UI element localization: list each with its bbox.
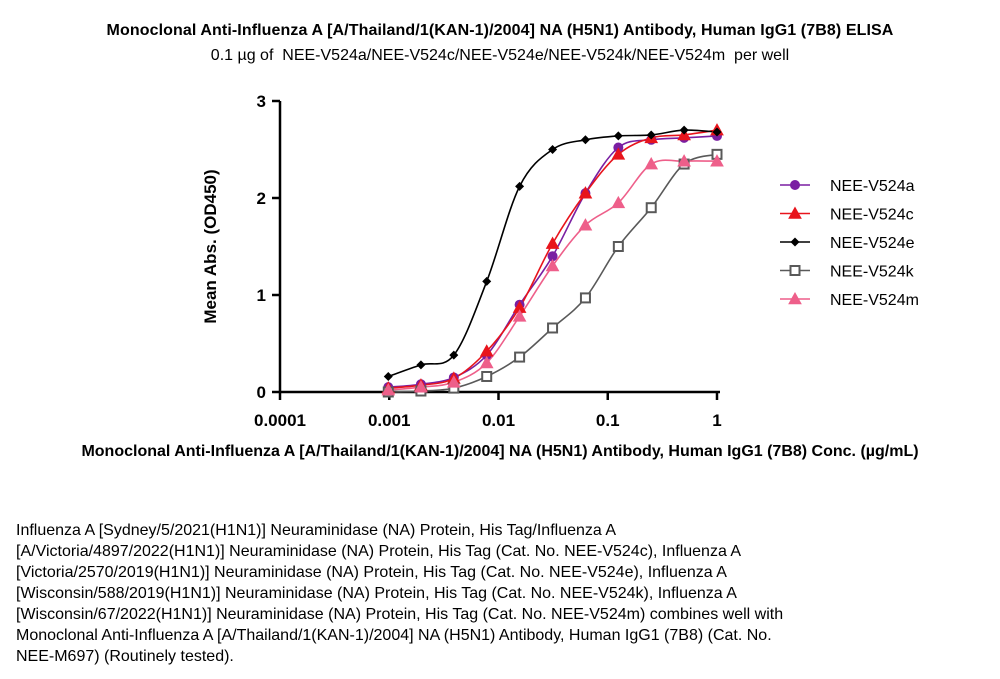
y-tick-label: 1: [257, 286, 266, 305]
description-line: [Victoria/2570/2019(H1N1)] Neuraminidase…: [16, 564, 727, 581]
legend-label: NEE-V524c: [830, 207, 914, 224]
description-line: Monoclonal Anti-Influenza A [A/Thailand/…: [16, 627, 772, 644]
data-point: [416, 360, 426, 370]
description-line: NEE-M697) (Routinely tested).: [16, 648, 234, 665]
data-point: [580, 135, 590, 145]
data-point: [710, 154, 724, 167]
y-tick-label: 0: [257, 383, 266, 402]
y-axis-label: Mean Abs. (OD450): [201, 169, 220, 323]
legend-marker: [790, 237, 800, 247]
legend-marker: [788, 291, 802, 305]
legend-marker: [790, 180, 800, 190]
chart-subtitle: 0.1 µg of NEE-V524a/NEE-V524c/NEE-V524e/…: [210, 47, 790, 64]
data-point: [547, 322, 559, 334]
legend-marker: [788, 206, 802, 219]
data-point: [679, 125, 689, 135]
data-point: [611, 195, 626, 209]
x-tick-label: 0.1: [596, 411, 620, 430]
data-point: [645, 202, 657, 214]
data-point: [548, 145, 558, 154]
series-line: [388, 159, 718, 391]
data-point: [644, 157, 659, 170]
x-tick-label: 0.01: [482, 411, 515, 430]
data-point: [414, 380, 428, 393]
legend-label: NEE-V524a: [830, 178, 915, 195]
chart-title: Monoclonal Anti-Influenza A [A/Thailand/…: [106, 22, 894, 39]
data-point: [613, 131, 623, 141]
data-point: [479, 355, 494, 369]
data-point: [446, 375, 461, 388]
x-axis-label: Monoclonal Anti-Influenza A [A/Thailand/…: [81, 443, 919, 460]
data-point: [481, 370, 493, 382]
data-point: [712, 127, 722, 137]
description-line: [A/Victoria/4897/2022(H1N1)] Neuraminida…: [16, 543, 742, 560]
data-point: [383, 371, 393, 381]
legend-marker: [789, 265, 801, 276]
data-point: [579, 292, 591, 304]
description-line: [Wisconsin/588/2019(H1N1)] Neuraminidase…: [16, 585, 737, 602]
data-point: [482, 276, 492, 286]
description: Influenza A [Sydney/5/2021(H1N1)] Neuram…: [16, 520, 956, 667]
legend-label: NEE-V524m: [830, 292, 919, 309]
legend-label: NEE-V524e: [830, 235, 915, 252]
data-point: [646, 130, 656, 140]
y-tick-label: 3: [257, 92, 266, 111]
data-point: [512, 309, 527, 322]
x-tick-label: 0.0001: [254, 411, 306, 430]
data-point: [677, 154, 691, 167]
data-point: [578, 218, 593, 231]
data-point: [515, 181, 525, 191]
x-tick-label: 0.001: [368, 411, 411, 430]
description-line: [Wisconsin/67/2022(H1N1)] Neuraminidase …: [16, 606, 784, 623]
legend-label: NEE-V524k: [830, 264, 915, 281]
x-tick-label: 1: [712, 411, 721, 430]
data-point: [381, 383, 396, 396]
data-point: [612, 241, 624, 252]
data-point: [611, 147, 626, 160]
series-line: [388, 129, 718, 378]
y-tick-label: 2: [257, 189, 266, 208]
data-point: [449, 350, 459, 360]
elisa-chart: 0 1 2 3 0.0001 0.001 0.01 0.1 1 Mean Abs. (OD450)…: [201, 92, 919, 430]
data-point: [578, 186, 593, 199]
data-point: [545, 236, 560, 249]
data-point: [545, 258, 560, 272]
data-point: [514, 351, 526, 363]
series-line: [388, 153, 718, 393]
description-line: Influenza A [Sydney/5/2021(H1N1)] Neuram…: [16, 522, 617, 539]
